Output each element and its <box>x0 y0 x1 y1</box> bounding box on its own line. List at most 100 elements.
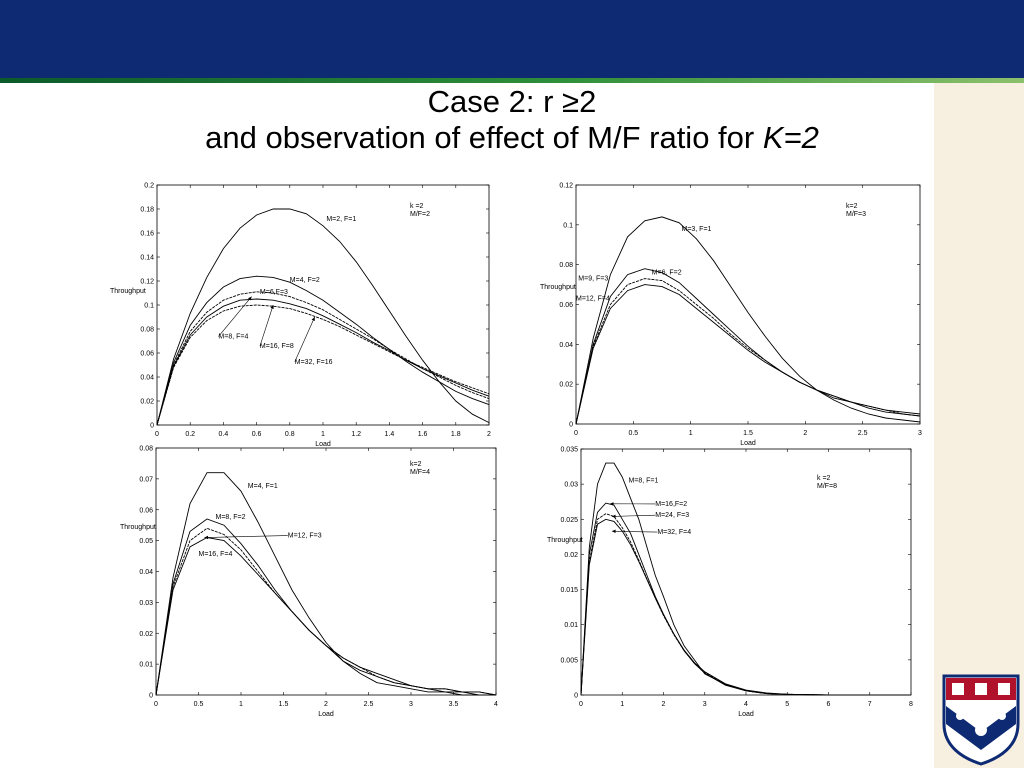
slide-title-line-1: Case 2: r ≥2 <box>427 84 597 119</box>
series-line-2 <box>575 268 921 425</box>
series-annotation: M=24, F=3 <box>655 512 689 519</box>
x-tick-label: 0.8 <box>285 431 295 438</box>
y-tick-label: 0.04 <box>559 342 573 349</box>
annotation-arrow <box>611 514 656 517</box>
legend-entry: M/F=2 <box>410 211 430 218</box>
chart-bottom-left: 0 0.5 1 1.5 2 2.5 3 3.5 4 0 0.01 0.02 0.03 0.04 0.05 0.… <box>120 446 498 719</box>
annotation-arrowhead <box>611 514 616 519</box>
annotation-arrowhead <box>611 529 616 534</box>
x-tick-label: 0.4 <box>219 431 229 438</box>
annotation-arrow <box>611 530 658 533</box>
plot-frame <box>575 184 921 425</box>
plot-frame <box>156 184 490 426</box>
legend-entry: M/F=4 <box>410 469 430 476</box>
y-tick-label: 0.03 <box>139 600 153 607</box>
x-tick-label: 0 <box>155 431 159 438</box>
y-tick-label: 0.04 <box>140 375 154 382</box>
y-tick-label: 0.07 <box>139 476 153 483</box>
slide-title-line-2-text: and observation of effect of M/F ratio f… <box>205 120 763 155</box>
y-tick-label: 0.1 <box>144 303 154 310</box>
y-tick-label: 0.1 <box>563 222 573 229</box>
legend-entry: k=2 <box>846 203 858 210</box>
y-axis-label: Throughput <box>540 284 576 291</box>
series-line-4 <box>580 518 911 696</box>
y-tick-label: 0.01 <box>139 662 153 669</box>
y-tick-label: 0.02 <box>564 552 578 559</box>
series-annotation: M=16,F=2 <box>655 501 687 508</box>
series-annotation: M=32, F=16 <box>295 359 333 366</box>
y-tick-label: 0 <box>149 693 153 700</box>
series-annotation: M=16, F=8 <box>260 343 294 350</box>
annotation-arrowhead <box>204 535 209 540</box>
legend-entry: M/F=3 <box>846 211 866 218</box>
header-rule <box>0 78 1024 83</box>
y-tick-label: 0.04 <box>139 569 153 576</box>
series-line-3 <box>156 291 490 426</box>
plot-frame <box>155 447 497 696</box>
x-axis-label: Load <box>315 441 331 448</box>
x-tick-label: 1.4 <box>385 431 395 438</box>
series-annotation: M=16, F=4 <box>199 551 233 558</box>
y-tick-label: 0.005 <box>560 657 578 664</box>
x-tick-label: 1 <box>239 701 243 708</box>
y-tick-label: 0 <box>574 693 578 700</box>
x-tick-label: 0 <box>579 701 583 708</box>
x-tick-label: 2.5 <box>364 701 374 708</box>
x-tick-label: 1 <box>689 430 693 437</box>
y-tick-label: 0.2 <box>144 183 154 190</box>
series-annotation: M=2, F=1 <box>326 216 356 223</box>
x-tick-label: 1 <box>321 431 325 438</box>
x-tick-label: 7 <box>868 701 872 708</box>
y-tick-label: 0.12 <box>559 183 573 190</box>
x-tick-label: 1.5 <box>743 430 753 437</box>
annotation-arrowhead <box>247 296 252 301</box>
series-annotation: M=8, F=1 <box>628 478 658 485</box>
slide-title-line-2-italic: K=2 <box>762 120 819 155</box>
y-tick-label: 0 <box>569 422 573 429</box>
series-annotation: M=12, F=3 <box>288 533 322 540</box>
x-tick-label: 1.5 <box>279 701 289 708</box>
series-annotation: M=4, F=1 <box>248 483 278 490</box>
annotation-arrow <box>218 296 252 337</box>
y-axis-label: Throughput <box>547 537 583 544</box>
chart-bottom-right: 0 1 2 3 4 5 6 7 8 0 0.005 0.01 0.015 0.02 0.025 0.03 0.0… <box>547 447 913 719</box>
y-tick-label: 0.14 <box>140 255 154 262</box>
plot-frame <box>580 448 912 696</box>
series-annotation: M=6,F=3 <box>260 289 288 296</box>
x-tick-label: 0 <box>154 701 158 708</box>
series-annotation: M=12, F=4 <box>576 296 610 303</box>
y-tick-label: 0.035 <box>560 447 578 454</box>
series-line-4 <box>575 284 921 425</box>
series-line-4 <box>156 298 490 426</box>
series-line-4 <box>155 537 497 696</box>
y-tick-label: 0.06 <box>139 507 153 514</box>
x-axis-label: Load <box>740 440 756 447</box>
series-line-1 <box>575 216 921 425</box>
x-tick-label: 1.2 <box>351 431 361 438</box>
university-shield-icon <box>942 674 1020 766</box>
x-tick-label: 1 <box>620 701 624 708</box>
y-tick-label: 0.08 <box>559 262 573 269</box>
x-tick-label: 3 <box>918 430 922 437</box>
x-tick-label: 3 <box>409 701 413 708</box>
chart-top-right: 0 0.5 1 1.5 2 2.5 3 0 0.02 0.04 0.06 0.08 0.1 0.12 Loa… <box>540 183 922 448</box>
y-axis-label: Throughput <box>110 288 146 295</box>
y-tick-label: 0.02 <box>140 399 154 406</box>
x-tick-label: 1.8 <box>451 431 461 438</box>
x-tick-label: 0.2 <box>185 431 195 438</box>
x-tick-label: 5 <box>785 701 789 708</box>
series-annotation: M=4, F=2 <box>290 277 320 284</box>
legend-entry: M/F=8 <box>817 483 837 490</box>
series-annotation: M=8, F=4 <box>218 334 248 341</box>
x-axis-label: Load <box>738 711 754 718</box>
x-tick-label: 4 <box>744 701 748 708</box>
y-tick-label: 0 <box>150 423 154 430</box>
series-annotation: M=6, F=2 <box>652 270 682 277</box>
annotation-arrowhead <box>311 317 315 321</box>
x-tick-label: 2 <box>803 430 807 437</box>
series-annotation: M=9, F=3 <box>578 276 608 283</box>
x-axis-label: Load <box>318 711 334 718</box>
chart-top-left: 0 0.2 0.4 0.6 0.8 1 1.2 1.4 1.6 1.8 2 0 0.02 0.04 0.06… <box>110 183 491 449</box>
x-tick-label: 8 <box>909 701 913 708</box>
series-line-2 <box>156 275 490 426</box>
